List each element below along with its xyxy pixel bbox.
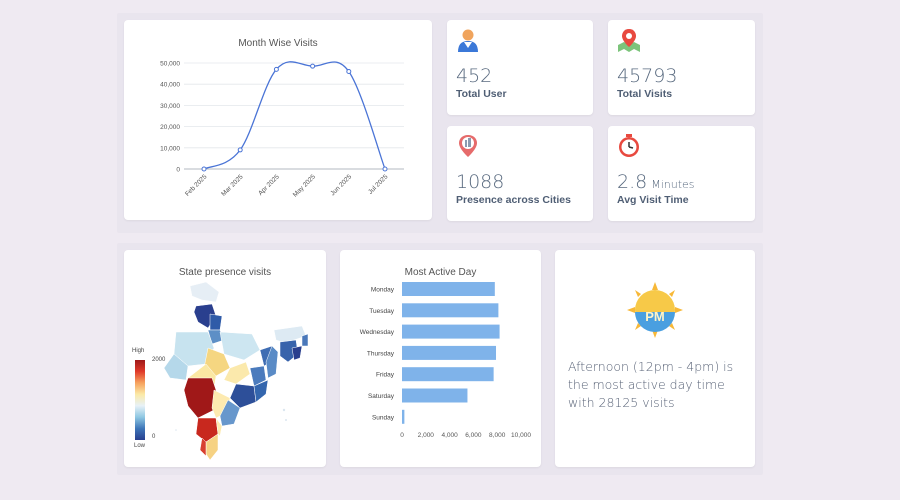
line-chart-title: Month Wise Visits — [238, 38, 318, 49]
data-point — [346, 68, 352, 74]
stat-value: 2.8 Minutes — [617, 171, 695, 193]
bar-category-label: Saturday — [368, 393, 395, 400]
x-tick-label: Jul 2025 — [367, 173, 390, 196]
x-tick-label: Feb 2025 — [184, 173, 209, 198]
y-tick-label: 10,000 — [160, 145, 180, 152]
stat-card-total-visits: 45793 Total Visits — [608, 20, 755, 115]
bar-category-label: Thursday — [367, 350, 395, 357]
bar — [402, 388, 468, 403]
visits-series-line — [203, 61, 386, 170]
x-tick-label: Apr 2025 — [257, 173, 281, 197]
stopwatch-icon — [619, 134, 639, 157]
insight-card: PM Afternoon (12pm - 4pm) is the most ac… — [555, 250, 755, 467]
x-tick-label: 8,000 — [489, 432, 506, 439]
y-tick-label: 20,000 — [160, 124, 180, 131]
bar-category-label: Friday — [376, 372, 395, 379]
data-point — [382, 166, 388, 172]
stat-label: Presence across Cities — [456, 194, 571, 206]
bar-category-label: Wednesday — [360, 329, 395, 336]
stat-card-avg-time: 2.8 Minutes Avg Visit Time — [608, 126, 755, 221]
stat-unit: Minutes — [651, 178, 695, 191]
bar — [402, 367, 494, 382]
y-tick-label: 0 — [176, 167, 180, 174]
bar — [402, 282, 495, 296]
bar-category-label: Monday — [371, 287, 395, 294]
stat-value-number: 2.8 — [617, 171, 648, 193]
x-tick-label: May 2025 — [292, 173, 317, 198]
bar-category-label: Sunday — [372, 414, 395, 421]
month-visits-card: Month Wise Visits 0 10,000 20,000 30,000 40,… — [124, 20, 432, 220]
month-visits-chart: 0 10,000 20,000 30,000 40,000 50,000 Feb 2025 M… — [160, 61, 404, 199]
sun-pm-icon: PM — [627, 282, 683, 338]
x-tick-label: 6,000 — [465, 432, 482, 439]
state-map-card: State presence visits High 2000 0 Low — [124, 250, 326, 467]
stat-card-total-user: 452 Total User — [447, 20, 593, 115]
legend-max-label: 2000 — [152, 357, 166, 363]
legend-low-label: Low — [134, 443, 146, 449]
stat-label: Total Visits — [617, 88, 673, 100]
india-state-map — [163, 281, 309, 461]
stat-value: 452 — [456, 65, 493, 87]
city-pin-icon — [459, 135, 477, 157]
data-point — [237, 147, 243, 153]
data-point — [201, 166, 207, 172]
bar — [402, 345, 497, 360]
insight-text: Afternoon (12pm - 4pm) is the most activ… — [568, 359, 734, 410]
stat-value: 1088 — [456, 171, 505, 193]
user-icon — [458, 29, 478, 52]
color-scale-legend — [135, 360, 145, 440]
x-tick-label: 4,000 — [441, 432, 458, 439]
map-pin-icon — [618, 29, 640, 52]
legend-high-label: High — [132, 348, 145, 354]
stat-label: Total User — [456, 88, 507, 100]
active-day-card: Most Active Day Monday Tuesday Wednesday Th… — [340, 250, 541, 467]
bar — [402, 303, 499, 318]
data-point — [310, 63, 316, 69]
stat-card-cities: 1088 Presence across Cities — [447, 126, 593, 221]
y-tick-label: 30,000 — [160, 103, 180, 110]
bar — [402, 409, 405, 424]
x-tick-label: 10,000 — [511, 432, 531, 439]
y-tick-label: 50,000 — [160, 61, 180, 68]
map-title: State presence visits — [178, 267, 272, 278]
x-tick-label: Jun 2025 — [329, 173, 353, 197]
x-tick-label: Mar 2025 — [220, 173, 245, 198]
stat-label: Avg Visit Time — [617, 194, 689, 206]
x-tick-label: 2,000 — [418, 432, 435, 439]
x-tick-label: 0 — [400, 432, 404, 439]
y-tick-label: 40,000 — [160, 82, 180, 89]
bar — [402, 324, 500, 339]
legend-min-label: 0 — [152, 434, 156, 440]
stat-value: 45793 — [617, 65, 678, 87]
bar-category-label: Tuesday — [369, 308, 394, 315]
active-day-chart: Monday Tuesday Wednesday Thursday Friday Satu… — [360, 282, 531, 439]
data-point — [273, 66, 279, 72]
bar-chart-title: Most Active Day — [404, 267, 477, 278]
pm-badge-text: PM — [645, 309, 665, 324]
